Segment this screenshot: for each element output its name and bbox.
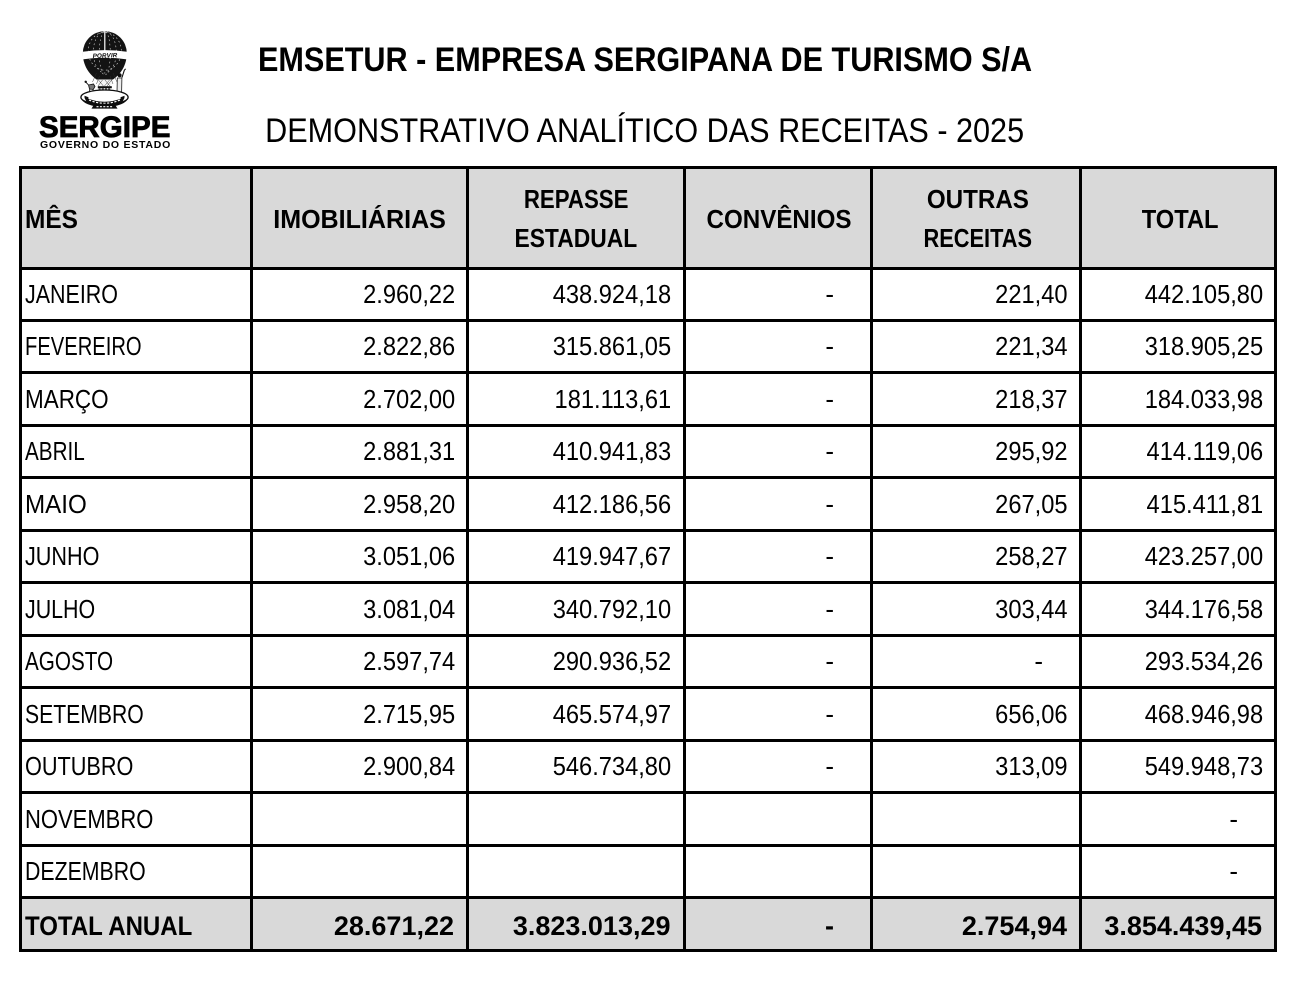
- svg-text:PORVIR: PORVIR: [93, 52, 118, 60]
